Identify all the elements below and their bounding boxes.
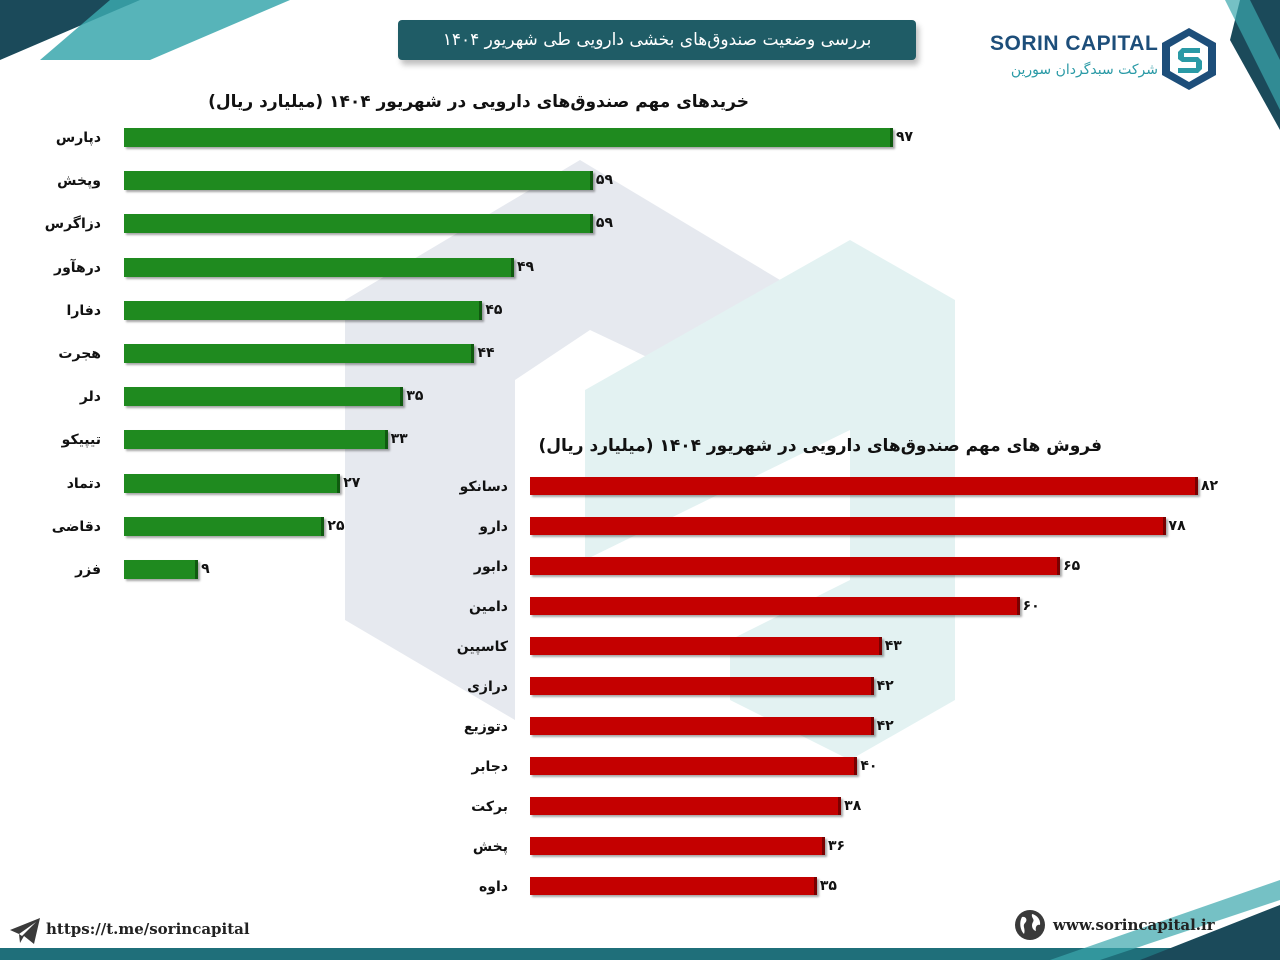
sell-bar (530, 637, 882, 655)
buy-category-label: دقاضی (51, 518, 101, 535)
buy-value-label: ۹۷ (896, 129, 914, 145)
buy-value-label: ۵۹ (595, 215, 613, 232)
buy-category-label: دپارس (55, 130, 101, 146)
buy-value-label: ۴۴ (477, 345, 495, 361)
brand-logo-icon (1162, 28, 1216, 90)
sell-bar (530, 877, 817, 895)
sell-value-label: ۴۲ (876, 718, 894, 734)
sell-bar (530, 837, 825, 855)
sell-value-label: ۷۸ (1168, 518, 1186, 534)
sell-chart-title: فروش های مهم صندوق‌های دارویی در شهریور … (538, 436, 1102, 456)
sell-category-label: دجابر (471, 759, 509, 775)
buy-value-label: ۴۹ (516, 258, 535, 275)
globe-icon (1015, 910, 1045, 940)
buy-value-label: ۲۷ (343, 474, 361, 491)
sell-category-label: درازی (467, 679, 508, 695)
buy-bar (124, 300, 483, 320)
website-link[interactable]: www.sorincapital.ir (1053, 916, 1215, 934)
buy-value-label: ۵۹ (595, 172, 613, 189)
telegram-icon (10, 918, 40, 944)
sell-bar (530, 717, 874, 735)
buy-category-label: تیپیکو (61, 432, 101, 449)
buy-value-label: ۹ (201, 561, 210, 577)
buy-chart-title: خریدهای مهم صندوق‌های دارویی در شهریور ۱… (208, 92, 749, 112)
telegram-link[interactable]: https://t.me/sorincapital (46, 920, 250, 938)
buy-value-label: ۳۵ (406, 388, 424, 405)
sell-value-label: ۸۲ (1201, 478, 1219, 494)
buy-category-label: دفارا (66, 302, 101, 319)
sell-value-label: ۴۲ (876, 678, 894, 694)
sell-bar (530, 757, 858, 775)
sell-bar (530, 677, 874, 695)
sell-category-label: پخش (472, 839, 508, 855)
sell-category-label: کاسپین (456, 639, 508, 655)
buy-category-label: فزر (75, 562, 101, 578)
buy-bar (124, 560, 199, 579)
brand-name: SORIN CAPITAL (990, 32, 1159, 55)
buy-bar (124, 473, 341, 493)
sell-category-label: دارو (479, 519, 508, 535)
brand-subtitle: شرکت سبدگردان سورین (1010, 62, 1158, 78)
sell-value-label: ۳۸ (844, 798, 862, 814)
sell-value-label: ۶۰ (1022, 598, 1040, 614)
sell-value-label: ۶۵ (1063, 558, 1081, 574)
sell-bar (530, 557, 1061, 575)
sell-value-label: ۳۶ (827, 838, 846, 854)
sell-category-label: برکت (471, 799, 508, 815)
buy-bar (124, 128, 893, 147)
buy-bar (124, 516, 325, 536)
buy-bar (124, 430, 388, 450)
buy-bar (124, 344, 475, 363)
sell-category-label: دتوزیع (463, 719, 508, 735)
buy-category-label: وپخش (57, 173, 101, 190)
sell-category-label: دابور (473, 559, 508, 575)
page-title: بررسی وضعیت صندوق‌های بخشی دارویی طی شهر… (398, 20, 916, 60)
buy-bar (124, 387, 404, 407)
sell-bar (530, 597, 1020, 615)
sell-bar (530, 477, 1198, 495)
sell-bar (530, 517, 1166, 535)
buy-bar (124, 257, 514, 277)
buy-value-label: ۴۵ (485, 301, 503, 318)
sell-category-label: داوه (479, 879, 508, 895)
sell-category-label: دسانکو (459, 479, 508, 495)
buy-bar (124, 171, 593, 191)
buy-category-label: درهآور (54, 259, 101, 276)
buy-bar (124, 214, 593, 234)
buy-category-label: دتماد (66, 475, 101, 492)
buy-value-label: ۳۳ (390, 431, 408, 448)
sell-bar (530, 797, 842, 815)
sell-value-label: ۴۰ (860, 758, 878, 774)
sell-category-label: دامین (469, 599, 508, 615)
buy-category-label: دلر (79, 389, 101, 406)
sell-value-label: ۴۳ (884, 638, 902, 654)
buy-category-label: دزاگرس (44, 216, 101, 233)
buy-category-label: هجرت (58, 346, 101, 362)
buy-value-label: ۲۵ (327, 517, 345, 534)
sell-value-label: ۳۵ (819, 878, 837, 894)
